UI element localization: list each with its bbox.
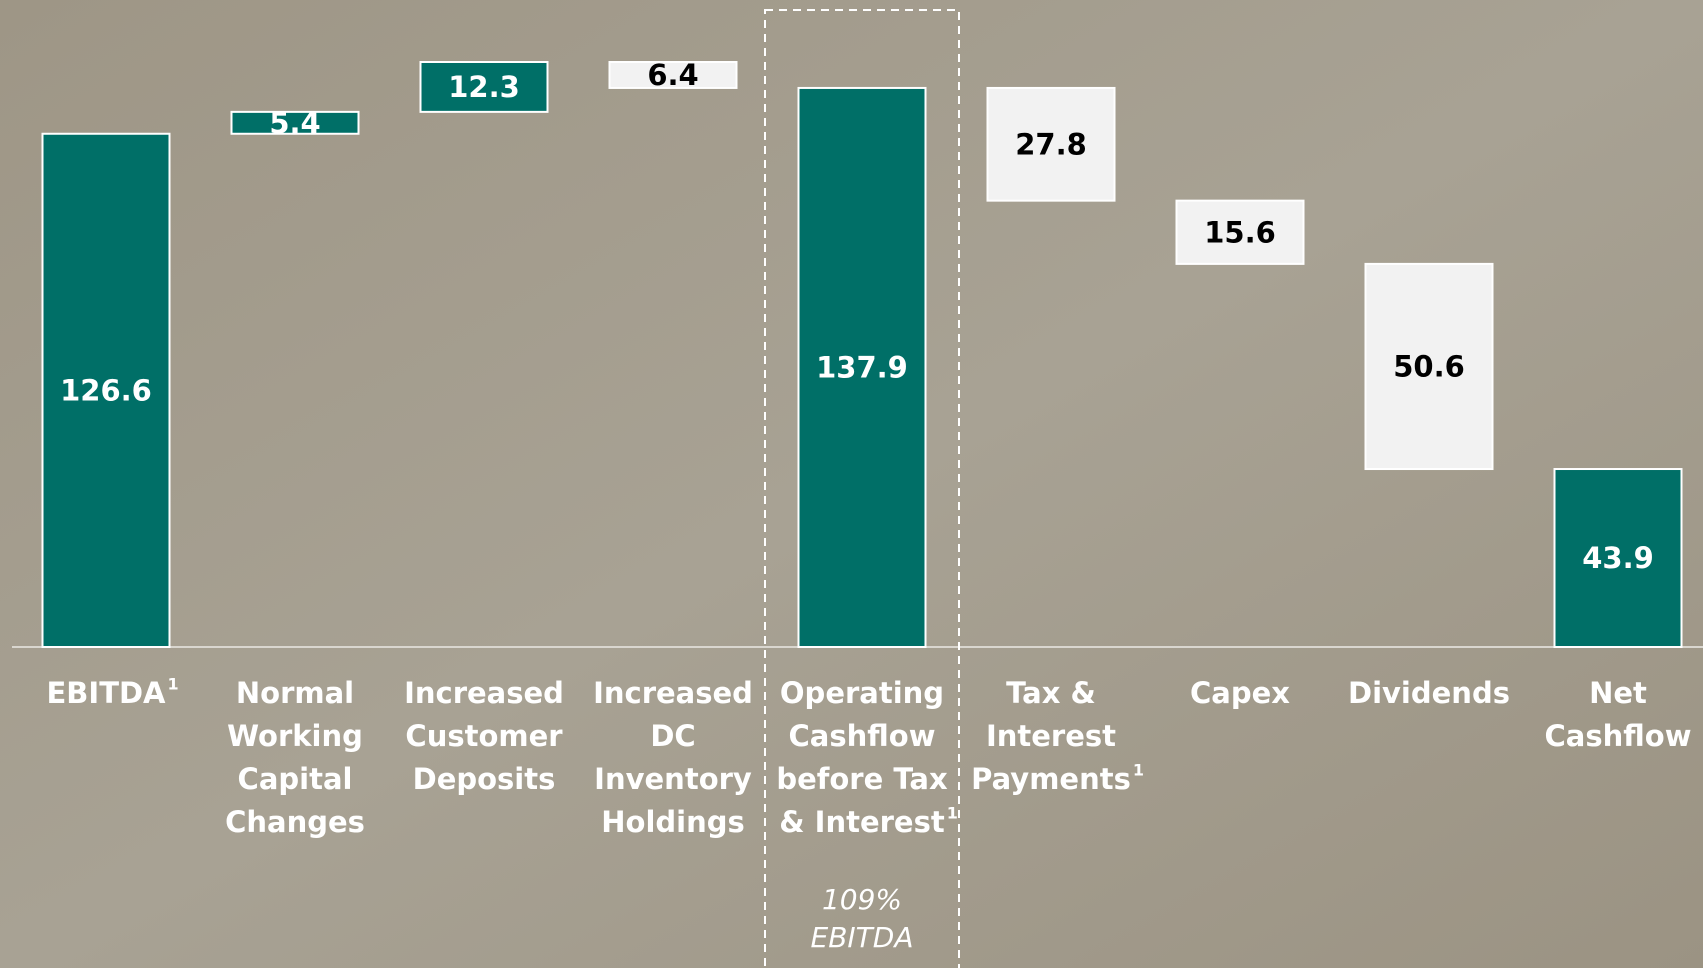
bar [419,61,549,113]
value-label: 15.6 [1204,215,1276,249]
value-label: 50.6 [1393,349,1465,383]
bar [797,86,927,649]
value-label: 27.8 [1015,127,1087,161]
highlight-box [764,9,960,968]
x-tick-label: DC [650,719,695,753]
value-label: 137.9 [816,350,908,384]
x-tick-label: Cashflow [1545,719,1692,753]
x-tick-label: Capital [238,762,353,796]
bar [1175,199,1305,265]
x-tick-label: Operating [780,676,944,710]
bar [41,132,171,648]
bar [230,110,360,135]
value-label: 126.6 [60,373,152,407]
annotation: 109% [822,883,902,916]
bar [1553,468,1683,649]
x-tick-label: Increased [404,676,564,710]
x-tick-label: Capex [1190,676,1290,710]
value-label: 43.9 [1582,541,1654,575]
x-tick-label: Inventory [594,762,752,796]
bar [1364,262,1494,471]
x-tick-label: Net [1589,676,1647,710]
value-label: 5.4 [269,106,320,140]
x-tick-label: & Interest [779,805,945,839]
footnote-marker: 1 [1133,761,1144,780]
value-label: 6.4 [647,58,698,92]
x-tick-label: Holdings [601,805,745,839]
x-tick-label: Interest [986,719,1116,753]
x-tick-label: Changes [225,805,365,839]
bar [986,86,1116,202]
footnote-marker: 1 [947,804,958,823]
x-tick-label: Dividends [1348,676,1510,710]
x-tick-label: Payments [971,762,1131,796]
x-tick-label: Cashflow [789,719,936,753]
x-tick-label: Increased [593,676,753,710]
x-tick-label: Tax & [1006,676,1096,710]
x-tick-label: EBITDA [46,676,166,710]
x-tick-label: Working [227,719,363,753]
footnote-marker: 1 [168,675,179,694]
x-tick-label: Deposits [413,762,556,796]
bar [608,61,738,89]
x-tick-label: before Tax [776,762,948,796]
value-label: 12.3 [448,70,520,104]
x-tick-label: Customer [405,719,563,753]
x-tick-label: Normal [236,676,354,710]
annotation: EBITDA [811,921,914,954]
